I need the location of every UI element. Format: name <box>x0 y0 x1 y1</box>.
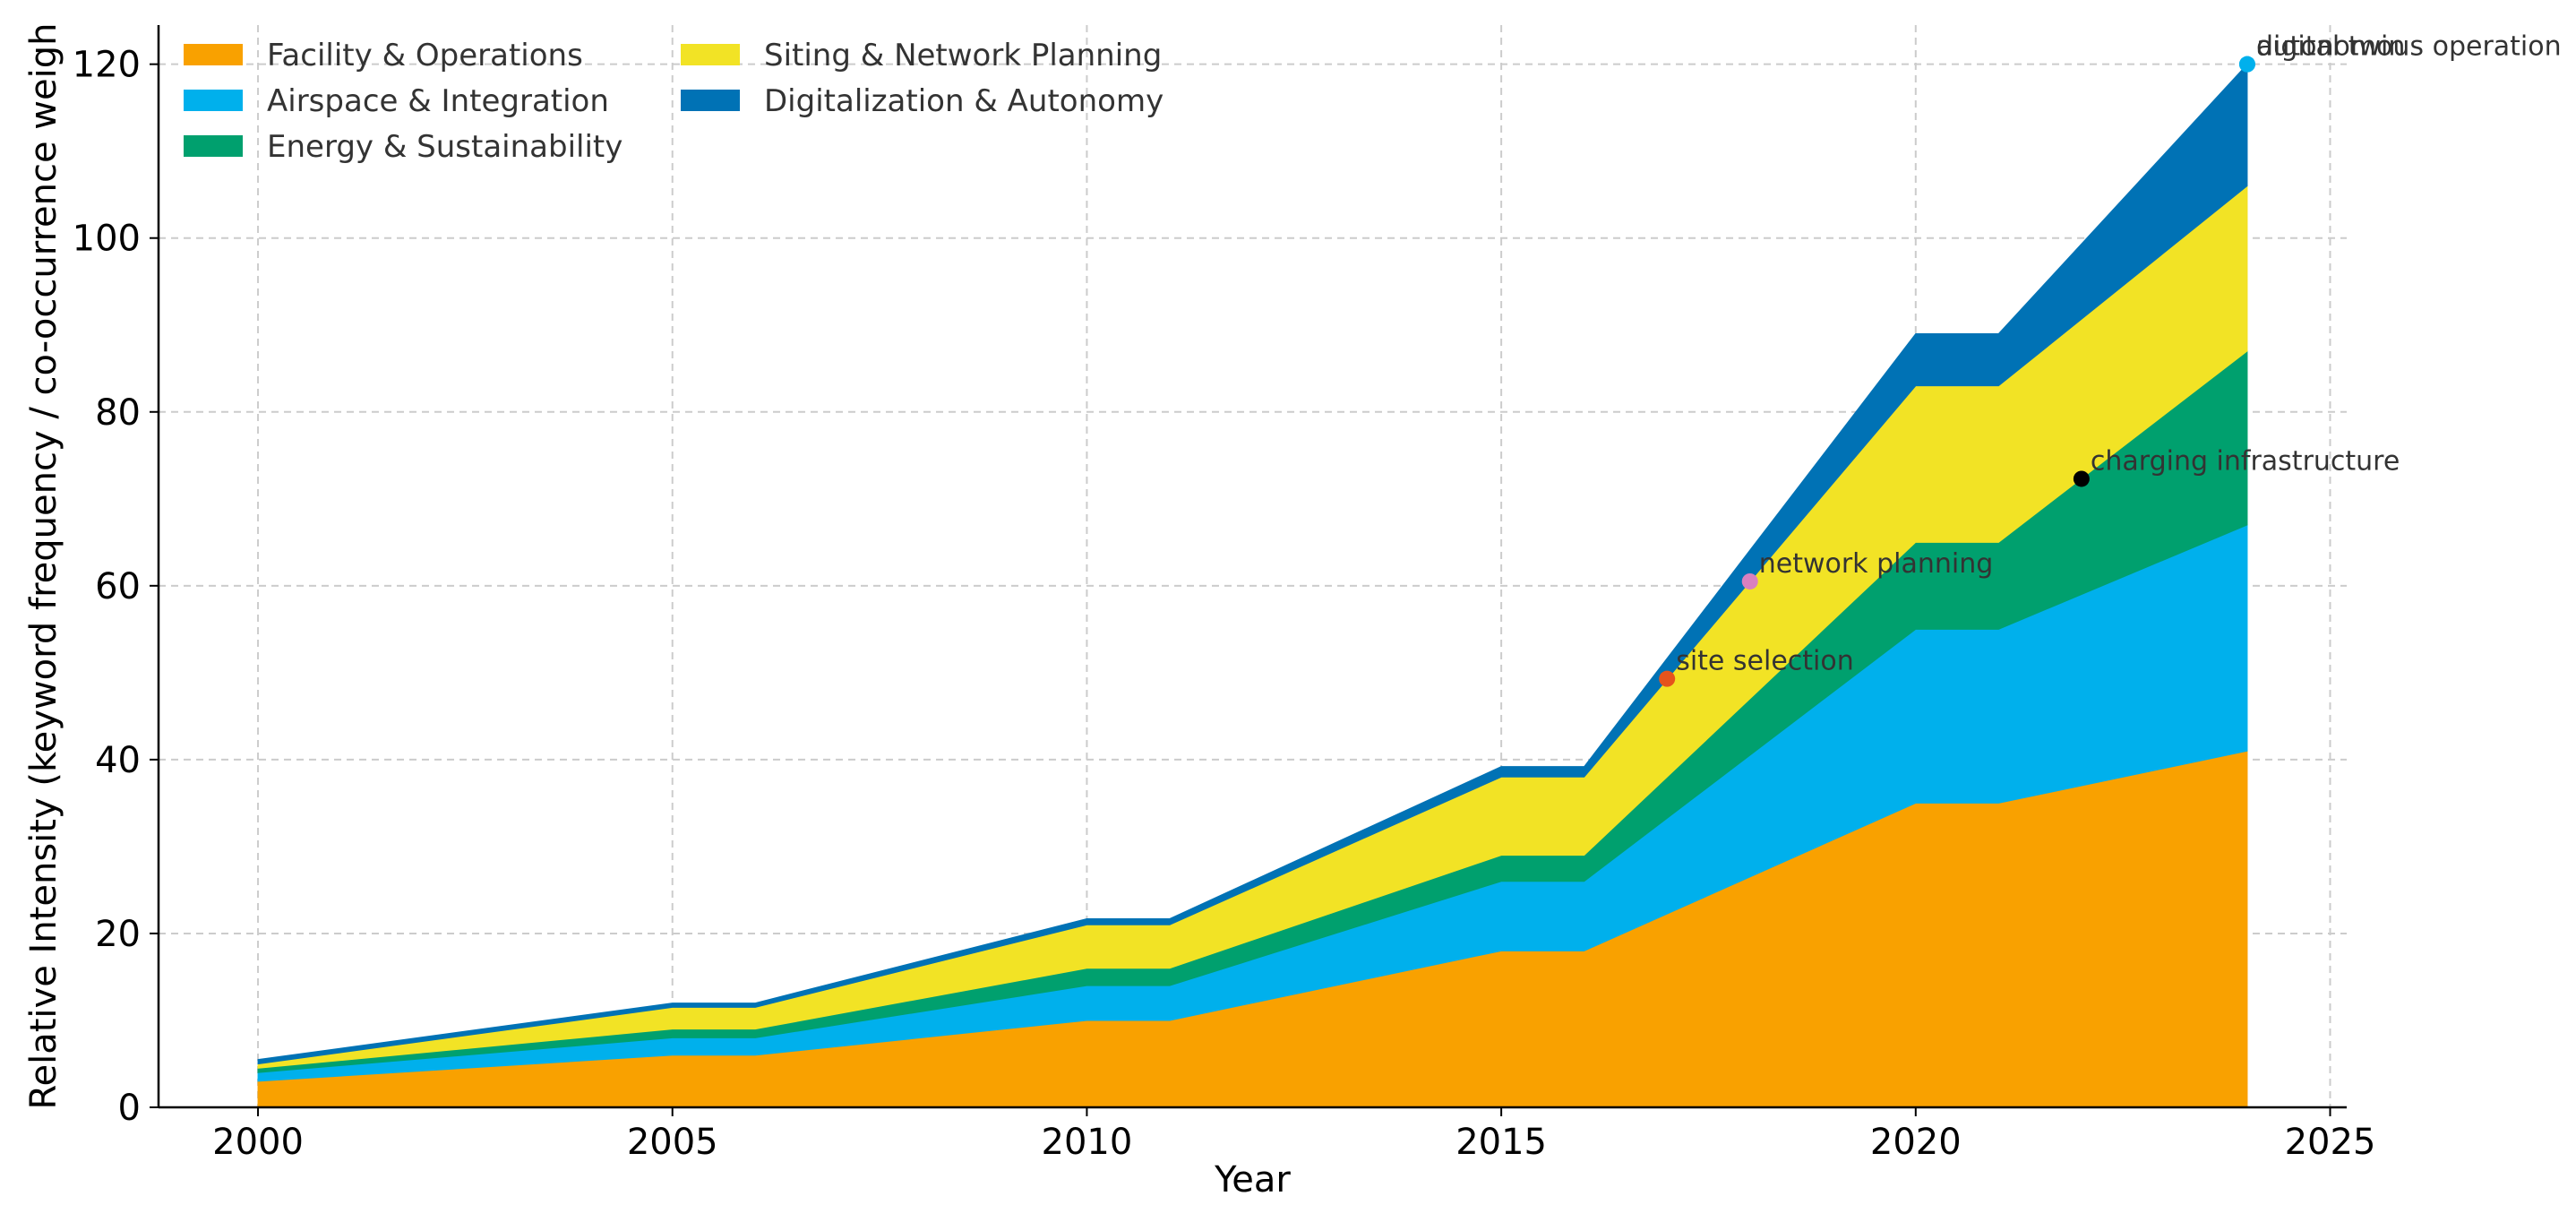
y-tick-label: 120 <box>73 45 141 86</box>
legend-swatch-facility-and-operations <box>184 44 243 65</box>
annotation-charging-infrastructure: charging infrastructure <box>2091 445 2400 477</box>
legend-swatch-energy-and-sustainability <box>184 135 243 157</box>
legend-label-airspace-and-integration: Airspace & Integration <box>267 83 609 119</box>
y-tick-label: 40 <box>95 740 141 781</box>
legend-swatch-digitalization-and-autonomy <box>681 90 740 111</box>
legend-label-siting-and-network-planning: Siting & Network Planning <box>764 38 1162 73</box>
x-tick-label: 2020 <box>1870 1122 1962 1163</box>
annotation-marker-autonomous-operation <box>2238 56 2255 73</box>
annotation-autonomous-operation: autonomous operation <box>2256 31 2562 63</box>
annotation-network-planning: network planning <box>1759 548 1994 580</box>
y-tick-label: 100 <box>73 219 141 260</box>
annotation-site-selection: site selection <box>1676 646 1854 677</box>
x-tick-label: 2005 <box>627 1122 718 1163</box>
annotation-marker-network-planning <box>1741 572 1758 589</box>
legend: Facility & Operations Airspace & Integrat… <box>184 38 1163 165</box>
annotation-marker-charging-infrastructure <box>2073 470 2090 487</box>
legend-swatch-siting-and-network-planning <box>681 44 740 65</box>
x-tick-label: 2000 <box>212 1122 304 1163</box>
annotations: site selection network planning charging i… <box>1659 31 2562 687</box>
x-tick-label: 2010 <box>1042 1122 1133 1163</box>
y-axis-title: Relative Intensity (keyword frequency / … <box>23 23 64 1110</box>
area-digitalization-and-autonomy <box>257 63 2248 1065</box>
gridlines <box>159 25 2347 1108</box>
legend-label-energy-and-sustainability: Energy & Sustainability <box>267 129 623 165</box>
legend-label-facility-and-operations: Facility & Operations <box>267 38 583 73</box>
axes: 2000 2005 2010 2015 2020 2025 0 20 40 60 80 100 120 <box>73 25 2376 1163</box>
x-tick-label: 2025 <box>2285 1122 2376 1163</box>
y-tick-label: 20 <box>95 914 141 955</box>
legend-label-digitalization-and-autonomy: Digitalization & Autonomy <box>764 83 1163 119</box>
annotation-marker-site-selection <box>1659 670 1676 687</box>
legend-swatch-airspace-and-integration <box>184 90 243 111</box>
annotation-digital-twin: digital twin <box>2256 31 2405 63</box>
x-tick-label: 2015 <box>1455 1122 1547 1163</box>
y-tick-label: 80 <box>95 392 141 434</box>
x-axis-title: Year <box>1214 1159 1291 1200</box>
y-tick-label: 60 <box>95 566 141 607</box>
y-tick-label: 0 <box>118 1088 141 1129</box>
